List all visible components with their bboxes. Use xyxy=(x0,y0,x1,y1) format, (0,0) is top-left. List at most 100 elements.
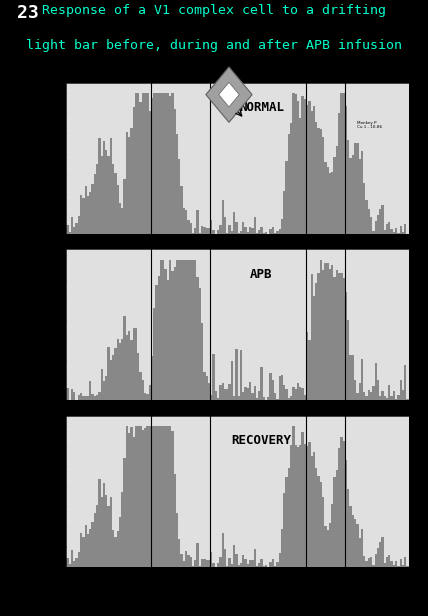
Bar xyxy=(386,398,388,400)
Polygon shape xyxy=(219,83,239,107)
Bar xyxy=(363,556,366,567)
Bar xyxy=(183,208,185,234)
Bar xyxy=(306,332,308,400)
Bar xyxy=(181,554,183,567)
Bar xyxy=(178,160,181,234)
Bar xyxy=(210,395,212,400)
Bar xyxy=(107,506,110,567)
Bar xyxy=(178,259,181,400)
Bar xyxy=(85,396,87,400)
Bar xyxy=(361,359,363,400)
Bar xyxy=(226,389,229,400)
Bar xyxy=(320,259,322,400)
Bar xyxy=(327,168,329,234)
Bar xyxy=(185,259,187,400)
Bar xyxy=(356,524,359,567)
Bar xyxy=(315,122,318,234)
Bar xyxy=(110,138,112,234)
Bar xyxy=(229,558,231,567)
Bar xyxy=(345,460,347,567)
Bar xyxy=(363,392,366,400)
Bar xyxy=(121,208,123,234)
Bar xyxy=(333,157,336,234)
Bar xyxy=(377,548,379,567)
Bar xyxy=(135,93,137,234)
Bar xyxy=(258,391,260,400)
Bar xyxy=(146,394,149,400)
Bar xyxy=(105,150,107,234)
Bar xyxy=(363,183,366,234)
Bar xyxy=(379,396,381,400)
Bar xyxy=(162,426,164,567)
Bar xyxy=(402,565,404,567)
Bar xyxy=(352,155,354,234)
Bar xyxy=(308,442,311,567)
Bar xyxy=(359,538,361,567)
Bar xyxy=(140,426,142,567)
Bar xyxy=(215,391,217,400)
Bar xyxy=(361,529,363,567)
Bar xyxy=(342,440,345,567)
Bar xyxy=(320,482,322,567)
Bar xyxy=(101,156,103,234)
Bar xyxy=(203,559,205,567)
Bar xyxy=(381,391,383,400)
Bar xyxy=(315,283,318,400)
Bar xyxy=(395,228,397,234)
Bar xyxy=(238,396,240,400)
Bar xyxy=(372,386,374,400)
Bar xyxy=(244,387,247,400)
Bar xyxy=(98,392,101,400)
Bar xyxy=(311,274,313,400)
Bar xyxy=(333,477,336,567)
Bar xyxy=(153,309,155,400)
Bar xyxy=(395,399,397,400)
Bar xyxy=(292,426,294,567)
Bar xyxy=(400,559,402,567)
Bar xyxy=(276,399,279,400)
Bar xyxy=(322,137,324,234)
Bar xyxy=(397,566,400,567)
Bar xyxy=(140,371,142,400)
Bar xyxy=(89,192,92,234)
Bar xyxy=(231,231,233,234)
Bar xyxy=(374,363,377,400)
Bar xyxy=(169,426,171,567)
Bar xyxy=(233,396,235,400)
Bar xyxy=(119,343,121,400)
Bar xyxy=(222,383,224,400)
Bar xyxy=(87,396,89,400)
Bar xyxy=(336,146,338,234)
Bar xyxy=(342,93,345,234)
Bar xyxy=(347,489,349,567)
Bar xyxy=(212,562,215,567)
Bar xyxy=(105,495,107,567)
Bar xyxy=(338,113,340,234)
Bar xyxy=(292,387,294,400)
Bar xyxy=(126,335,128,400)
Bar xyxy=(181,259,183,400)
Bar xyxy=(101,369,103,400)
Text: RECOVERY: RECOVERY xyxy=(232,434,291,447)
Bar xyxy=(318,476,320,567)
Bar xyxy=(190,259,192,400)
Bar xyxy=(379,541,381,567)
Bar xyxy=(318,128,320,234)
Text: Response of a V1 complex cell to a drifting: Response of a V1 complex cell to a drift… xyxy=(42,4,386,17)
Bar xyxy=(290,123,292,234)
Bar xyxy=(370,217,372,234)
Bar xyxy=(96,164,98,234)
Bar xyxy=(85,525,87,567)
Bar xyxy=(123,179,126,234)
Bar xyxy=(283,191,285,234)
Bar xyxy=(137,353,140,400)
Bar xyxy=(361,150,363,234)
Bar xyxy=(201,559,203,567)
Bar xyxy=(386,557,388,567)
Bar xyxy=(205,376,208,400)
Bar xyxy=(242,555,244,567)
Bar xyxy=(82,396,85,400)
Bar xyxy=(297,383,299,400)
Polygon shape xyxy=(206,67,252,123)
Bar xyxy=(116,339,119,400)
